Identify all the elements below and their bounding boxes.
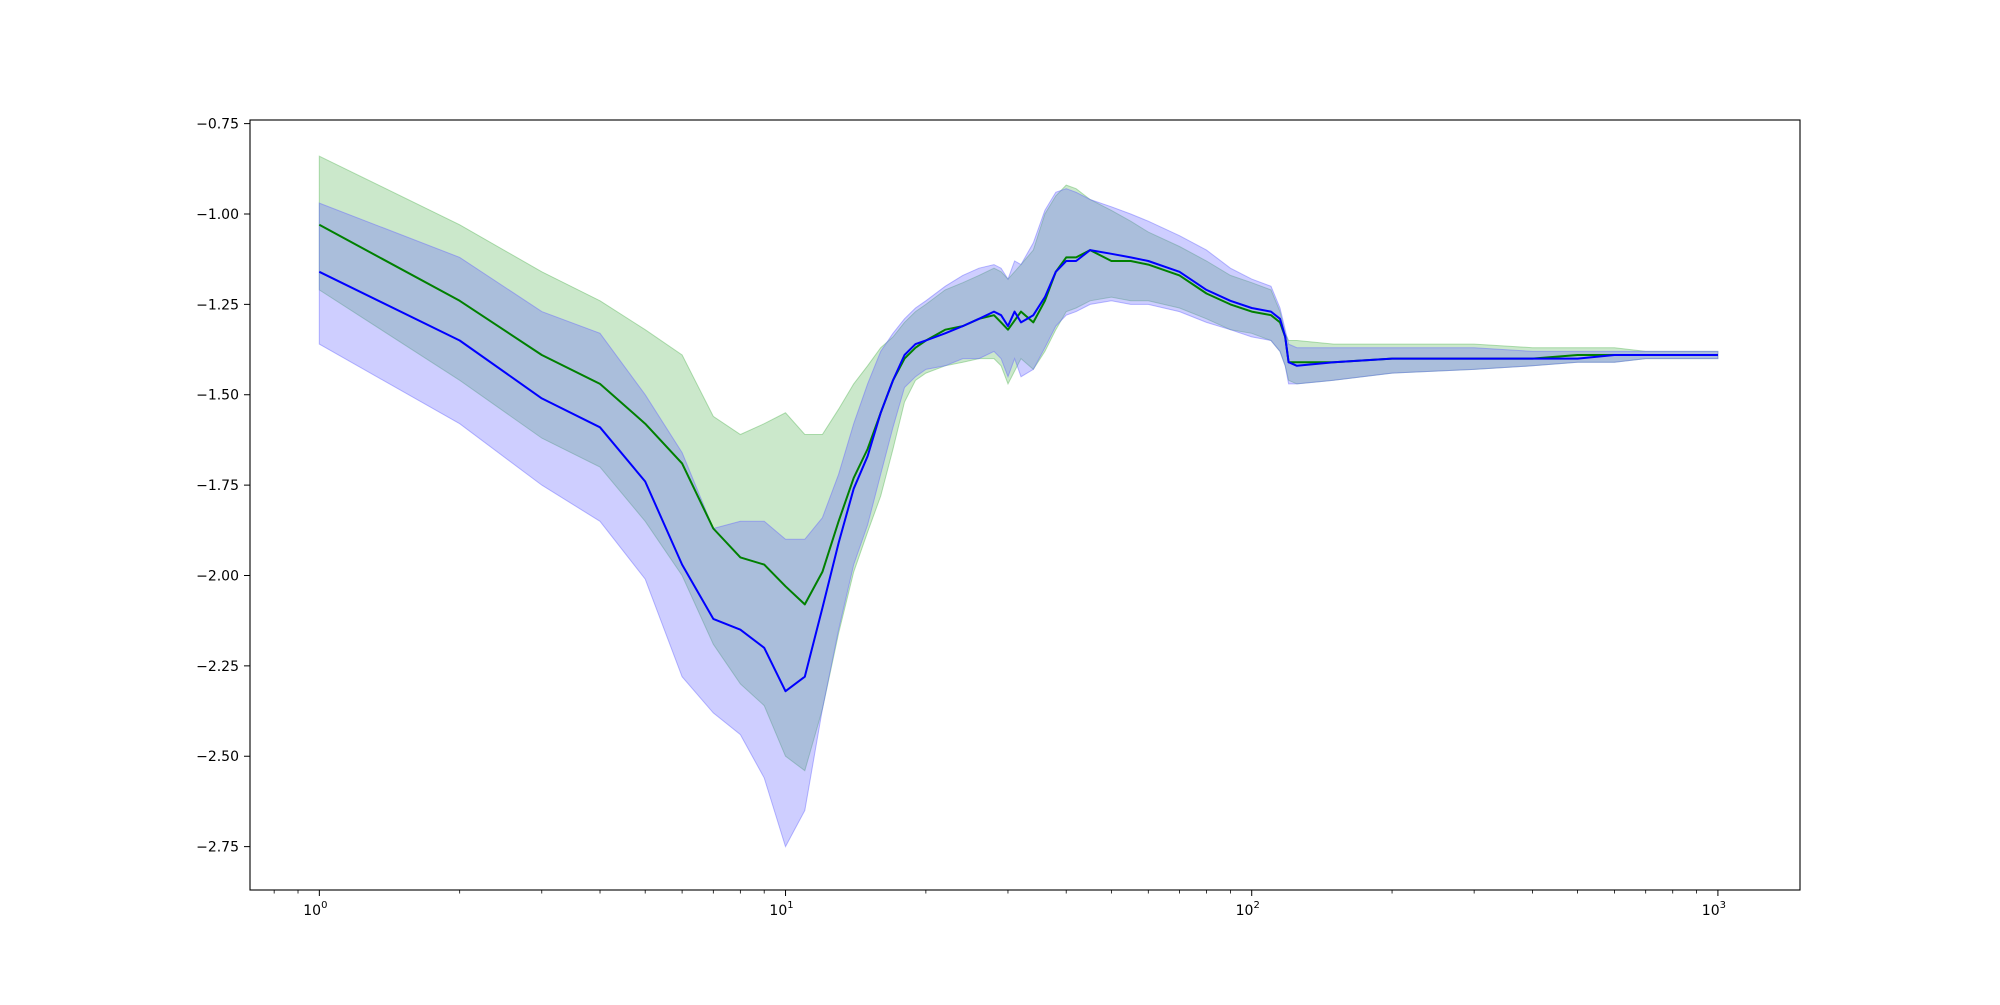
y-axis: −0.75 −1.00 −1.25 −1.50 −1.75 −2.00 −2.25 −2.50… [196,117,250,856]
y-tick-label: −1.75 [196,478,239,494]
y-tick-label: −0.75 [196,117,239,133]
x-tick-label: 102 [1236,900,1260,919]
y-tick-label: −2.00 [196,568,239,584]
series-lines [318,223,1718,693]
series-2-band [318,188,1719,848]
axes-frame [249,119,1801,891]
y-tick-label: −1.50 [196,388,239,404]
x-tick-label: 103 [1702,900,1726,919]
series-2-line [318,249,1718,693]
y-tick-label: −2.50 [196,749,239,765]
y-tick-label: −2.75 [196,840,239,856]
x-axis: 100 101 102 103 [273,890,1726,919]
series-1-band [318,155,1719,772]
confidence-bands [318,155,1719,848]
x-tick-label: 101 [769,900,793,919]
y-tick-label: −1.25 [196,297,239,313]
x-tick-label: 100 [303,900,327,919]
y-tick-label: −1.00 [196,207,239,223]
y-tick-label: −2.25 [196,659,239,675]
